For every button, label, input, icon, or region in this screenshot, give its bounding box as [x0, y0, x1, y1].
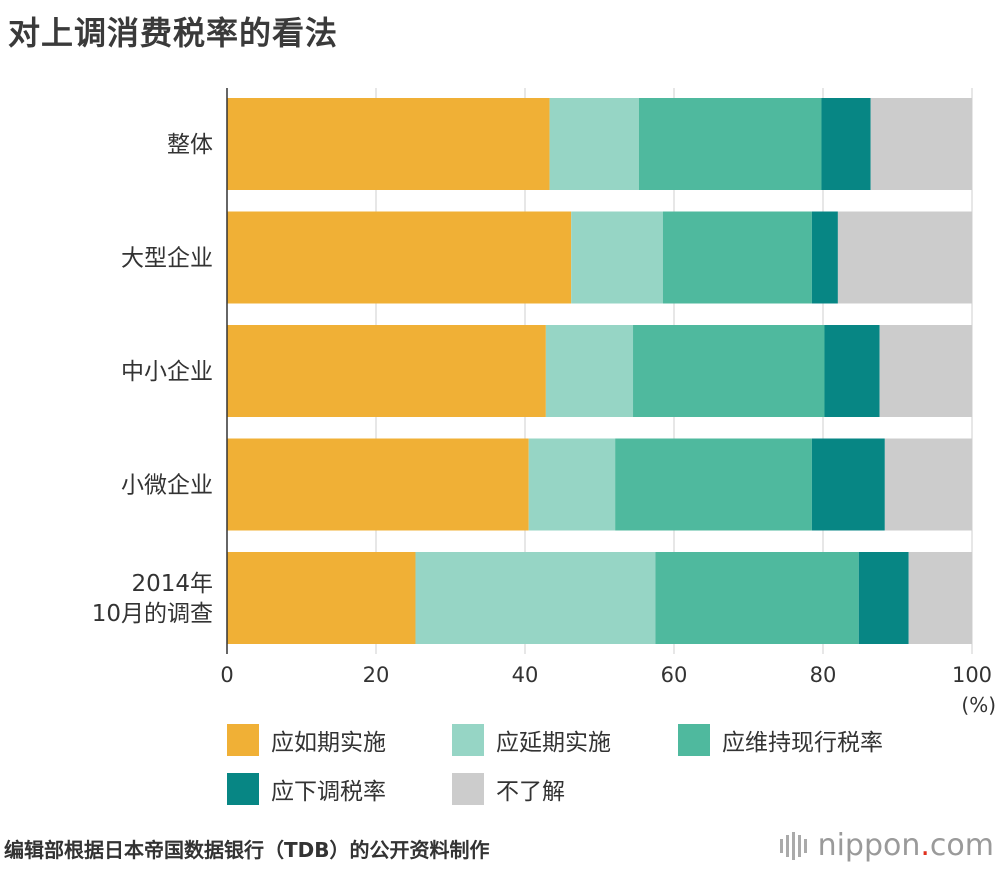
bar-segment-5: [837, 211, 972, 304]
bar-segment-4: [824, 325, 880, 417]
bars: [227, 98, 972, 644]
x-tick-label: 40: [512, 663, 539, 687]
source-note: 编辑部根据日本帝国数据银行（TDB）的公开资料制作: [4, 838, 490, 862]
bar-segment-2: [528, 438, 616, 531]
legend-item: 应延期实施: [452, 724, 611, 756]
legend-label: 应如期实施: [271, 730, 386, 756]
logo-suffix: com: [929, 828, 994, 863]
category-label: 小微企业: [121, 473, 213, 499]
logo-name: nippon: [817, 828, 921, 863]
legend-swatch: [678, 724, 710, 756]
legend-swatch: [227, 724, 259, 756]
bar-segment-3: [615, 438, 812, 531]
bar-segment-3: [633, 325, 825, 417]
bar-segment-2: [549, 98, 639, 190]
bar-segment-5: [870, 98, 972, 190]
bar-segment-2: [415, 552, 656, 644]
logo-mark-icon: [779, 831, 810, 860]
x-axis: 0 20 40 60 80 100 (%): [220, 88, 996, 717]
bar-segment-4: [811, 438, 885, 531]
bar-segment-3: [638, 98, 822, 190]
bar-segment-2: [571, 211, 663, 304]
x-tick-label: 60: [661, 663, 688, 687]
legend-item: 应维持现行税率: [678, 724, 883, 756]
chart-title: 对上调消费税率的看法: [8, 14, 339, 52]
category-label: 整体: [167, 132, 213, 158]
bar-segment-3: [662, 211, 812, 304]
x-axis-unit: (%): [961, 693, 996, 717]
legend-swatch: [452, 773, 484, 805]
bar-segment-1: [227, 438, 529, 531]
bar-segment-1: [227, 325, 546, 417]
legend-label: 应下调税率: [271, 779, 386, 805]
x-tick-label: 80: [810, 663, 837, 687]
legend-item: 应如期实施: [227, 724, 386, 756]
legend-label: 应维持现行税率: [722, 730, 883, 756]
category-label: 大型企业: [121, 246, 213, 272]
bar-segment-1: [227, 552, 416, 644]
bar-segment-4: [858, 552, 909, 644]
bar-segment-5: [879, 325, 972, 417]
logo-dot: .: [920, 828, 930, 863]
x-tick-label: 0: [220, 663, 233, 687]
x-tick-label: 100: [952, 663, 992, 687]
x-tick-label: 20: [363, 663, 390, 687]
legend-label: 不了解: [496, 779, 565, 805]
category-label: 2014年 10月的调查: [92, 571, 213, 627]
category-label: 中小企业: [121, 359, 213, 385]
bar-segment-5: [908, 552, 972, 644]
bar-segment-1: [227, 211, 572, 304]
bar-segment-2: [545, 325, 634, 417]
legend-swatch: [452, 724, 484, 756]
bar-segment-3: [655, 552, 859, 644]
legend-swatch: [227, 773, 259, 805]
legend-item: 不了解: [452, 773, 565, 805]
bar-segment-4: [811, 211, 838, 304]
bar-segment-4: [821, 98, 871, 190]
bar-segment-1: [227, 98, 550, 190]
legend-label: 应延期实施: [496, 730, 611, 756]
nippon-logo: nippon. com: [779, 828, 994, 863]
bar-segment-5: [884, 438, 972, 531]
legend-item: 应下调税率: [227, 773, 386, 805]
